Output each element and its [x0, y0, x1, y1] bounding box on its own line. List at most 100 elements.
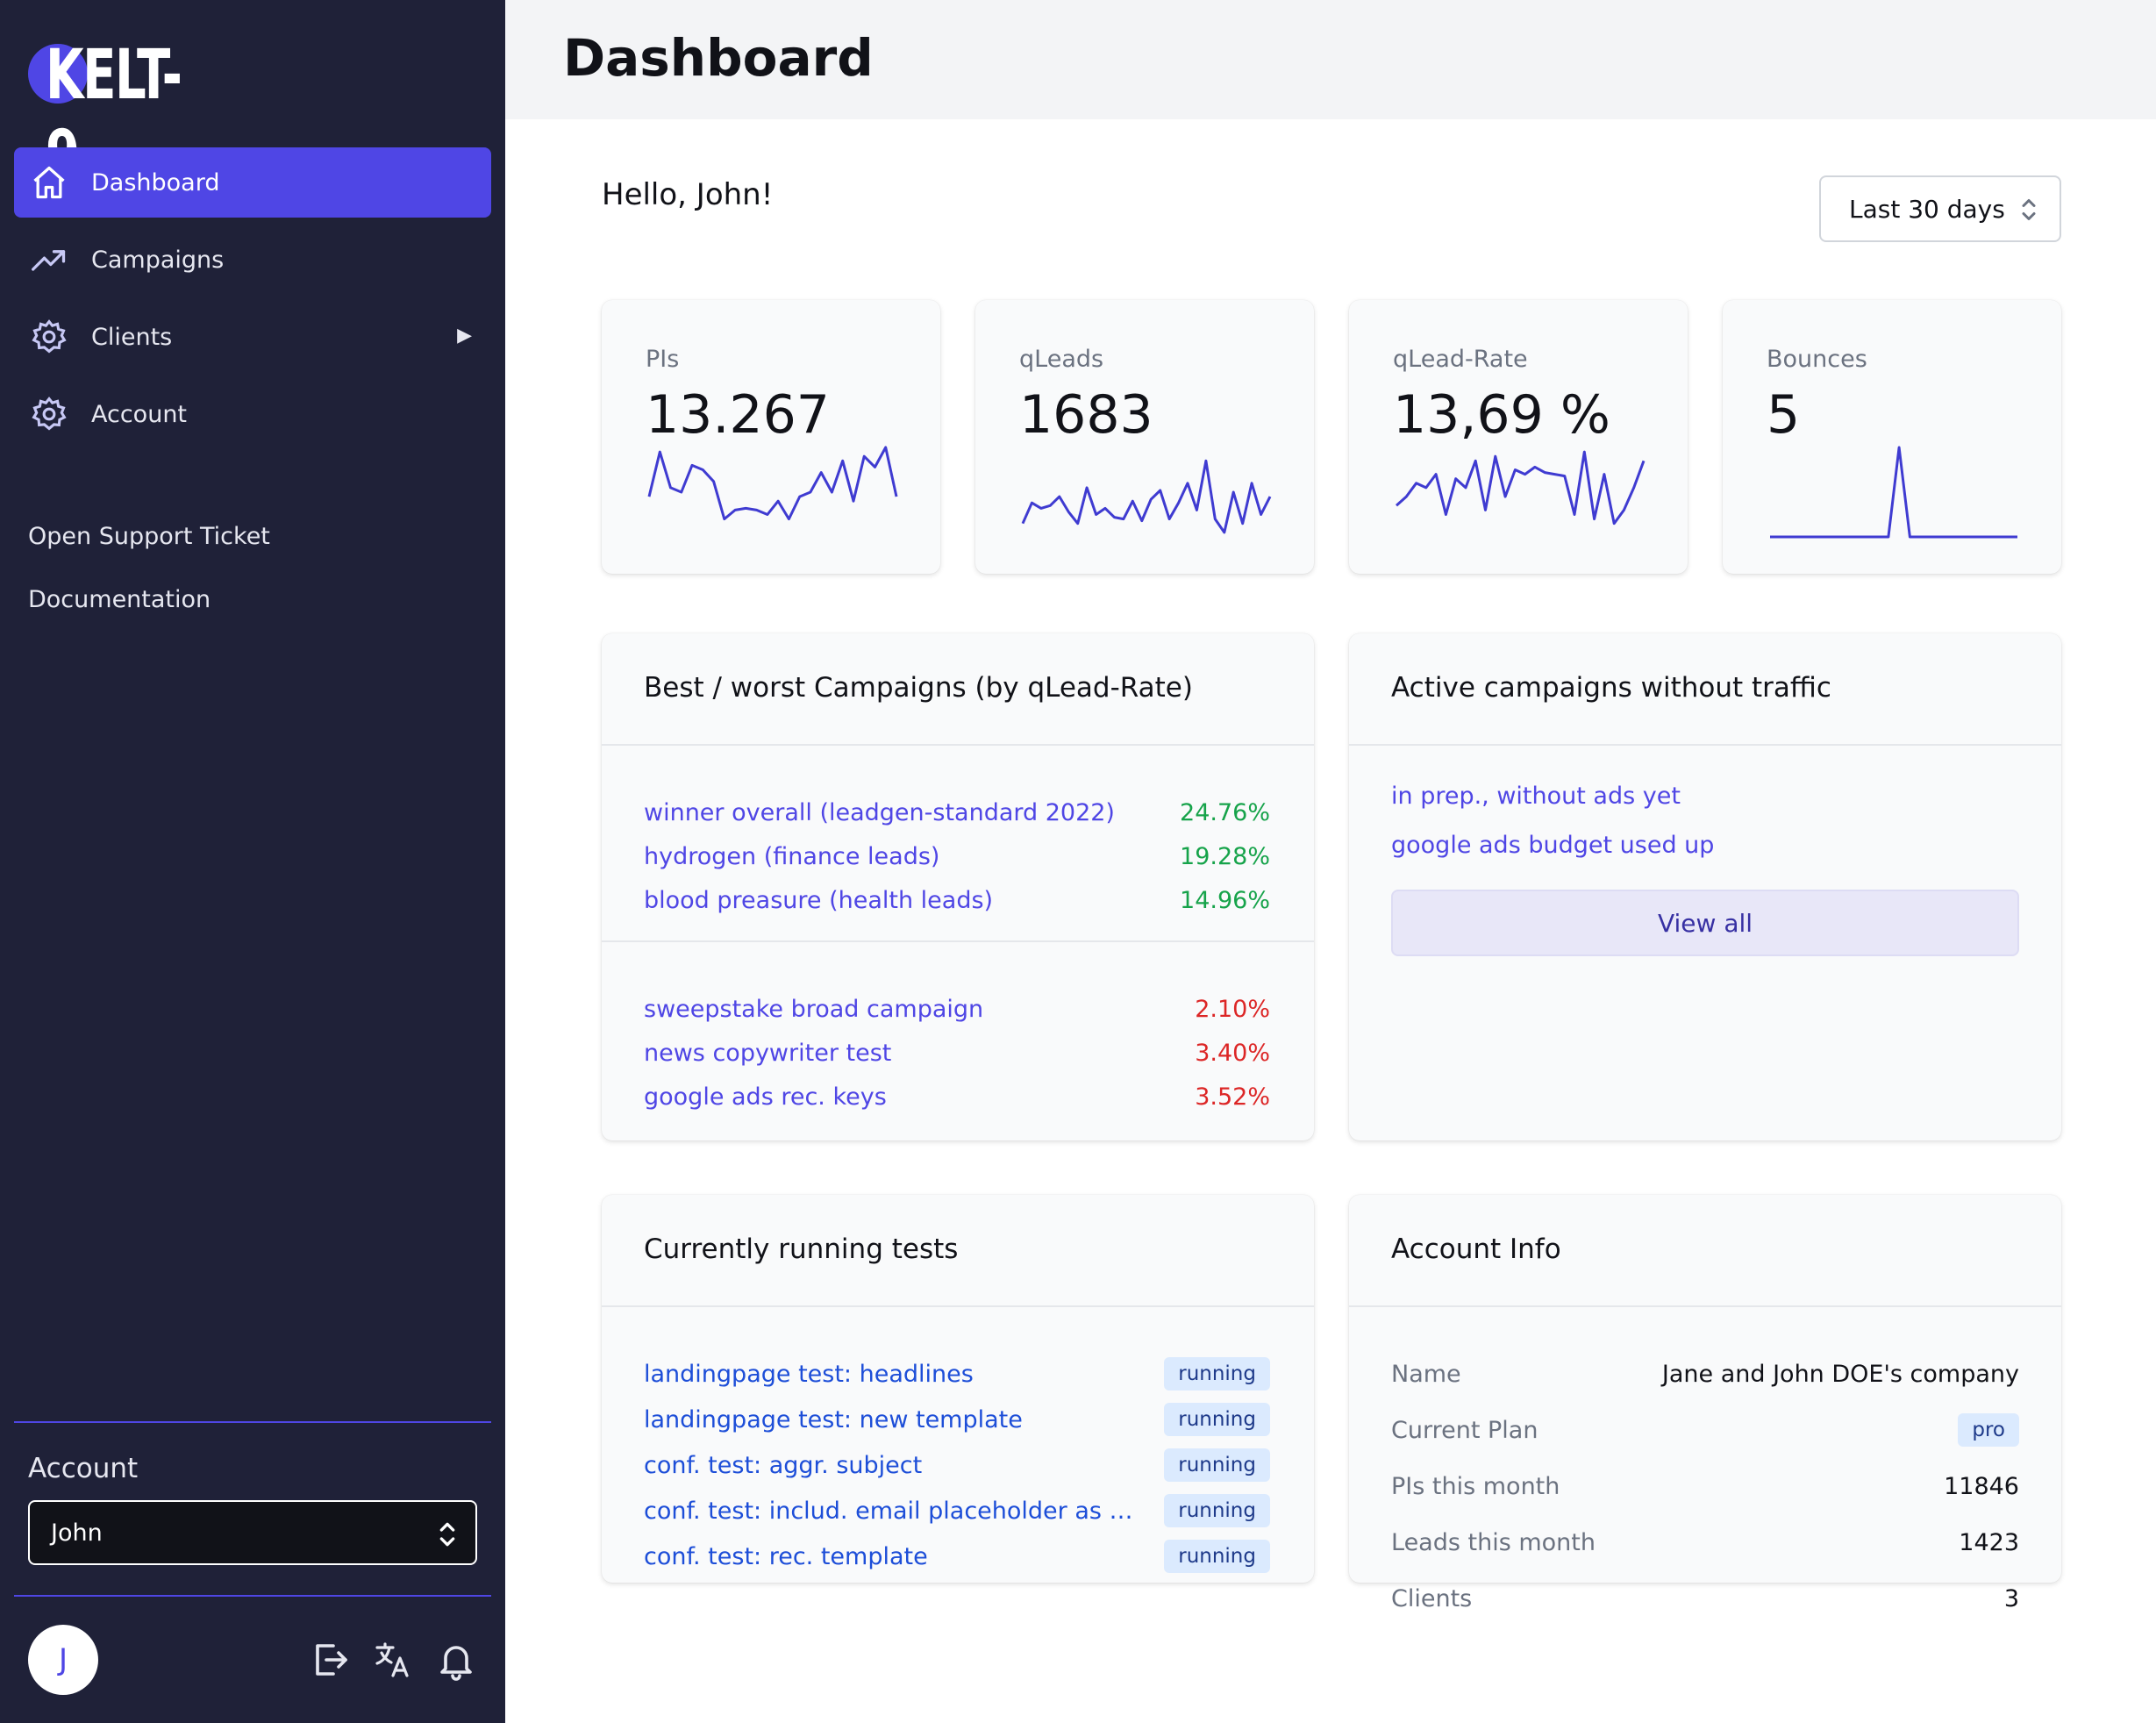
stat-label: PIs [646, 346, 680, 373]
sparkline-chart [1395, 450, 1646, 525]
sidebar-item-label: Clients [91, 323, 173, 351]
greeting: Hello, John! [602, 177, 774, 212]
best-worst-campaigns-card: Best / worst Campaigns (by qLead-Rate) w… [602, 633, 1314, 1140]
info-key: Name [1391, 1360, 1461, 1388]
logout-icon[interactable] [309, 1639, 351, 1681]
stat-value: 13.267 [646, 384, 830, 446]
open-support-ticket-link[interactable]: Open Support Ticket [28, 523, 270, 550]
campaign-rate: 14.96% [1180, 886, 1270, 914]
sidebar-item-dashboard[interactable]: Dashboard [14, 147, 491, 218]
running-tests-card: Currently running tests landingpage test… [602, 1195, 1314, 1583]
documentation-link[interactable]: Documentation [28, 586, 211, 613]
info-value: 11846 [1944, 1472, 2019, 1500]
list-item[interactable]: sweepstake broad campaign 2.10% [644, 990, 1270, 1028]
campaign-name[interactable]: sweepstake broad campaign [644, 995, 984, 1023]
stat-card-pis: PIs 13.267 [602, 300, 940, 574]
date-range-select[interactable]: Last 30 days [1819, 175, 2061, 242]
campaign-name[interactable]: hydrogen (finance leads) [644, 842, 940, 870]
status-badge: running [1164, 1357, 1270, 1391]
account-info-card: Account Info Name Jane and John DOE's co… [1349, 1195, 2061, 1612]
sparkline-path [1395, 450, 1646, 525]
no-traffic-link[interactable]: google ads budget used up [1391, 832, 1715, 859]
brand-logo[interactable]: KELT-9 [28, 33, 239, 196]
divider [14, 1595, 491, 1597]
logo-circle [28, 44, 88, 104]
divider [1349, 744, 2061, 746]
card-title: Active campaigns without traffic [1391, 672, 1831, 704]
sidebar-item-label: Dashboard [91, 168, 220, 197]
list-item[interactable]: blood preasure (health leads) 14.96% [644, 881, 1270, 919]
info-value: 1423 [1959, 1528, 2019, 1556]
divider [602, 1305, 1314, 1307]
sidebar-item-label: Account [91, 400, 188, 428]
campaign-rate: 3.52% [1195, 1083, 1270, 1111]
info-value: 3 [2003, 1584, 2019, 1612]
no-traffic-card: Active campaigns without traffic in prep… [1349, 633, 2061, 1140]
card-title: Best / worst Campaigns (by qLead-Rate) [644, 672, 1193, 704]
campaign-name[interactable]: winner overall (leadgen-standard 2022) [644, 798, 1115, 826]
info-row-pis: PIs this month 11846 [1391, 1467, 2019, 1505]
sidebar-links: Open Support Ticket Documentation [28, 516, 270, 642]
test-name[interactable]: conf. test: includ. email placeholder as… [644, 1497, 1135, 1525]
view-all-button[interactable]: View all [1391, 890, 2019, 956]
chevron-right-icon[interactable]: ▶ [457, 325, 472, 347]
stat-label: Bounces [1767, 346, 1867, 373]
info-key: Leads this month [1391, 1528, 1596, 1556]
sidebar-item-campaigns[interactable]: Campaigns [14, 225, 491, 295]
test-name[interactable]: landingpage test: headlines [644, 1360, 974, 1388]
account-label: Account [28, 1453, 139, 1484]
info-key: PIs this month [1391, 1472, 1560, 1500]
list-item[interactable]: news copywriter test 3.40% [644, 1033, 1270, 1072]
translate-icon[interactable] [372, 1639, 414, 1681]
sparkline-chart [1770, 446, 2017, 539]
page-title: Dashboard [563, 28, 874, 88]
sparkline-path [1021, 459, 1272, 534]
list-item[interactable]: landingpage test: headlines running [644, 1355, 1270, 1393]
test-name[interactable]: conf. test: aggr. subject [644, 1451, 923, 1479]
status-badge: running [1164, 1448, 1270, 1482]
info-key: Current Plan [1391, 1416, 1538, 1444]
info-row-plan: Current Plan pro [1391, 1411, 2019, 1449]
sparkline-path [647, 446, 898, 521]
campaign-rate: 2.10% [1195, 995, 1270, 1023]
list-item[interactable]: google ads rec. keys 3.52% [644, 1077, 1270, 1116]
campaign-rate: 3.40% [1195, 1039, 1270, 1067]
campaign-name[interactable]: news copywriter test [644, 1039, 892, 1067]
test-name[interactable]: conf. test: rec. template [644, 1542, 928, 1570]
stat-value: 1683 [1019, 384, 1153, 446]
no-traffic-link[interactable]: in prep., without ads yet [1391, 783, 1681, 810]
card-title: Account Info [1391, 1233, 1561, 1265]
main-content: Hello, John! Last 30 days PIs 13.267 qLe… [505, 119, 2156, 1723]
status-badge: running [1164, 1540, 1270, 1573]
stat-card-qleads: qLeads 1683 [975, 300, 1314, 574]
sidebar-item-account[interactable]: Account [14, 379, 491, 449]
avatar[interactable]: J [28, 1625, 98, 1695]
divider [602, 744, 1314, 746]
list-item[interactable]: landingpage test: new template running [644, 1400, 1270, 1439]
chevron-up-down-icon [2022, 199, 2036, 220]
campaign-name[interactable]: blood preasure (health leads) [644, 886, 994, 914]
stat-card-bounces: Bounces 5 [1723, 300, 2061, 574]
divider [602, 940, 1314, 942]
info-row-leads: Leads this month 1423 [1391, 1523, 2019, 1562]
list-item[interactable]: conf. test: aggr. subject running [644, 1446, 1270, 1484]
list-item[interactable]: hydrogen (finance leads) 19.28% [644, 837, 1270, 876]
sidebar-item-clients[interactable]: Clients ▶ [14, 302, 491, 372]
divider [14, 1421, 491, 1423]
info-row-clients: Clients 3 [1391, 1579, 2019, 1618]
bell-icon[interactable] [435, 1639, 477, 1681]
campaign-name[interactable]: google ads rec. keys [644, 1083, 887, 1111]
list-item[interactable]: winner overall (leadgen-standard 2022) 2… [644, 793, 1270, 832]
info-value: Jane and John DOE's company [1661, 1360, 2019, 1388]
account-select[interactable]: John [28, 1500, 477, 1565]
info-key: Clients [1391, 1584, 1473, 1612]
stat-card-qlead-rate: qLead-Rate 13,69 % [1349, 300, 1688, 574]
list-item[interactable]: conf. test: includ. email placeholder as… [644, 1491, 1270, 1530]
campaign-rate: 24.76% [1180, 798, 1270, 826]
test-name[interactable]: landingpage test: new template [644, 1405, 1023, 1433]
sparkline-chart [647, 446, 898, 521]
sidebar-nav: Dashboard Campaigns Clients ▶ Account [14, 147, 491, 456]
gear-icon [30, 318, 68, 356]
list-item[interactable]: conf. test: rec. template running [644, 1537, 1270, 1576]
home-icon [30, 163, 68, 202]
